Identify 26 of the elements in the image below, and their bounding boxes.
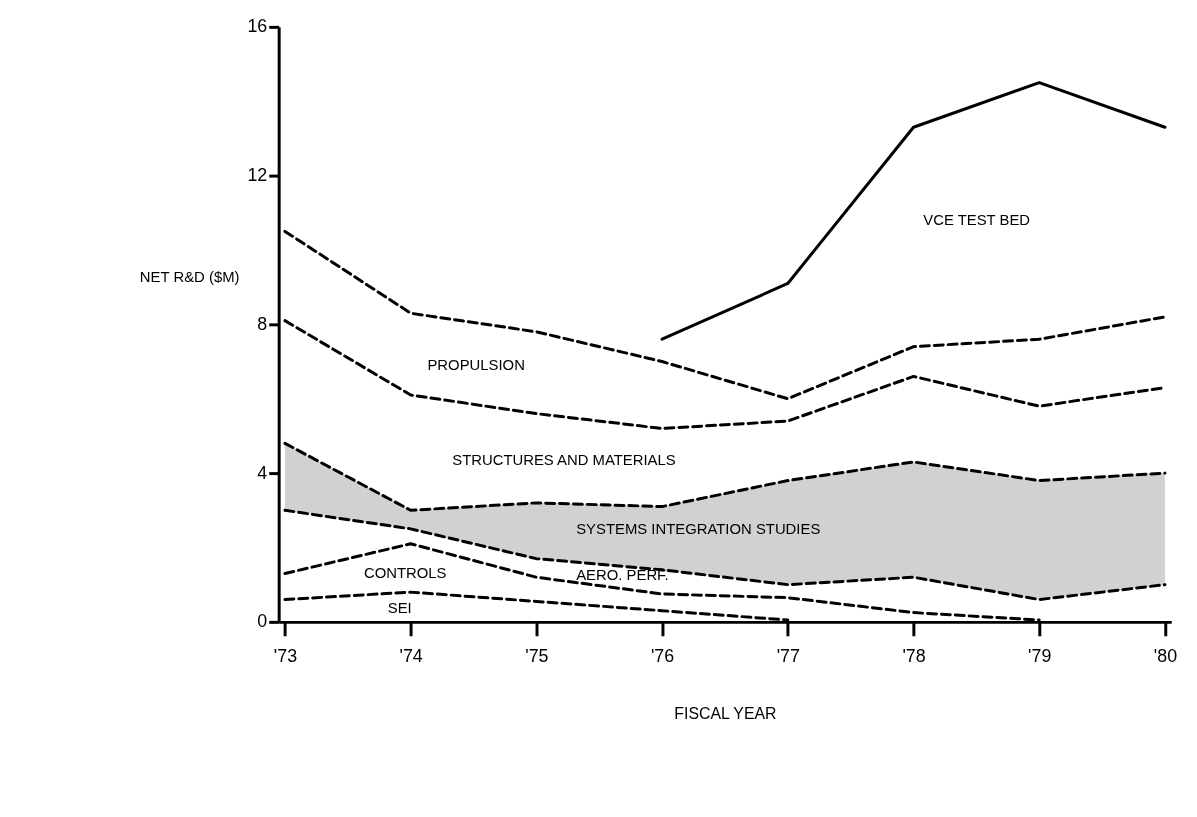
x-tick-label: '80	[1153, 646, 1178, 667]
annotation: CONTROLS	[363, 565, 447, 582]
annotation: PROPULSION	[427, 356, 525, 373]
line-series	[283, 229, 1167, 401]
x-tick-label: '77	[776, 646, 800, 667]
x-tick-label: '76	[650, 646, 675, 667]
y-tick-label: 4	[257, 462, 268, 483]
annotation: SEI	[387, 599, 412, 616]
annotation: STRUCTURES AND MATERIALS	[452, 452, 676, 469]
y-tick-label: 16	[247, 16, 268, 37]
x-axis-title: FISCAL YEAR	[674, 704, 777, 722]
y-tick-label: 0	[257, 611, 268, 632]
annotation: AERO. PERF.	[576, 567, 669, 584]
x-tick-label: '73	[273, 646, 298, 667]
line-series	[283, 441, 1167, 512]
x-tick-label: '75	[525, 646, 549, 667]
y-axis-title: NET R&D ($M)	[139, 269, 240, 286]
y-tick-label: 12	[247, 165, 268, 186]
line-series	[660, 81, 1167, 341]
annotation: VCE TEST BED	[923, 212, 1031, 229]
annotation: SYSTEMS INTEGRATION STUDIES	[576, 520, 821, 537]
x-tick-label: '78	[902, 646, 926, 667]
x-tick-label: '74	[399, 646, 423, 667]
line-series	[283, 508, 1167, 602]
y-tick-label: 8	[257, 313, 268, 334]
x-tick-label: '79	[1028, 646, 1052, 667]
